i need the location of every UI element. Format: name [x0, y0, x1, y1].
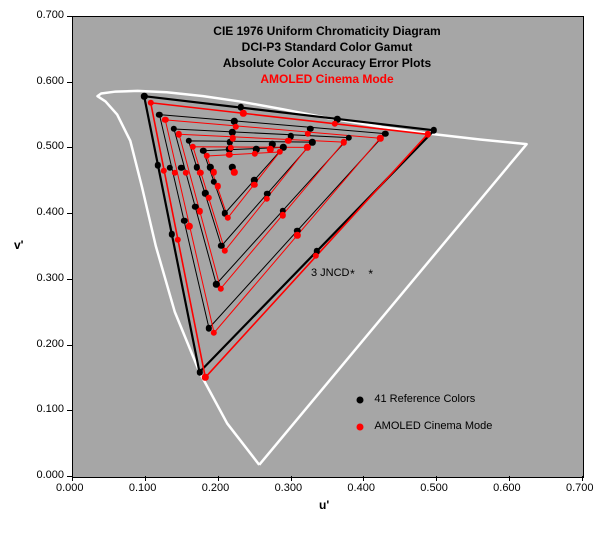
legend-dot — [356, 397, 363, 404]
line-layer — [0, 0, 600, 537]
jncd-label: 3 JNCD — [311, 267, 350, 279]
legend-label: AMOLED Cinema Mode — [374, 420, 492, 432]
legend-label: 41 Reference Colors — [374, 393, 475, 405]
jncd-asterisk: * — [368, 268, 373, 280]
legend-dot — [356, 423, 363, 430]
chart-frame: { "type": "scatter-line", "canvas": { "w… — [0, 0, 600, 537]
jncd-asterisk: * — [350, 268, 355, 280]
